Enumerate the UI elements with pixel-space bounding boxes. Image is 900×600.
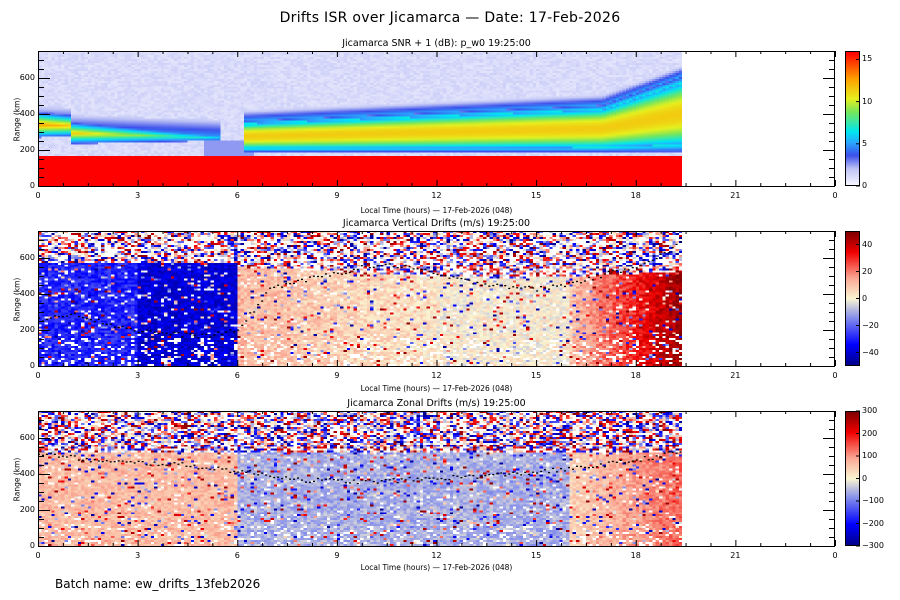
colorbar-tick-label: 10 bbox=[862, 96, 873, 106]
x-tick-label: 0 bbox=[35, 191, 41, 200]
x-tick-label: 0 bbox=[35, 371, 41, 380]
colorbar-tick-label: 100 bbox=[862, 451, 878, 460]
x-tick-label: 0 bbox=[832, 371, 838, 380]
x-tick-label: 6 bbox=[234, 551, 240, 560]
zonal-colorbar bbox=[845, 411, 860, 546]
y-tick-label: 200 bbox=[19, 505, 35, 514]
x-tick-label: 18 bbox=[630, 371, 641, 380]
x-tick-label: 12 bbox=[431, 371, 442, 380]
colorbar-tick-label: 20 bbox=[862, 266, 873, 276]
x-tick-label: 9 bbox=[334, 371, 340, 380]
colorbar-tick-label: −40 bbox=[862, 347, 879, 357]
x-tick-label: 3 bbox=[135, 551, 141, 560]
x-tick-label: 9 bbox=[334, 191, 340, 200]
vertical-panel-title: Jicamarca Vertical Drifts (m/s) 19:25:00 bbox=[342, 218, 531, 229]
vertical-plot-frame bbox=[38, 231, 835, 367]
snr-heatmap bbox=[38, 51, 835, 186]
main-title: Drifts ISR over Jicamarca — Date: 17-Feb… bbox=[279, 10, 621, 26]
colorbar-tick-label: 0 bbox=[862, 293, 868, 303]
x-tick-label: 0 bbox=[832, 551, 838, 560]
y-tick-label: 600 bbox=[19, 73, 35, 82]
colorbar-tick-label: 0 bbox=[862, 181, 868, 190]
y-tick-label: 400 bbox=[19, 109, 35, 118]
x-tick-label: 21 bbox=[730, 371, 741, 380]
snr-xlabel: Local Time (hours) — 17-Feb-2026 (048) bbox=[360, 206, 513, 215]
x-tick-label: 0 bbox=[35, 551, 41, 560]
colorbar-tick-label: −100 bbox=[862, 496, 884, 505]
x-tick-label: 18 bbox=[630, 551, 641, 560]
y-tick-label: 200 bbox=[19, 325, 35, 334]
x-tick-label: 12 bbox=[431, 551, 442, 560]
x-tick-label: 12 bbox=[431, 191, 442, 200]
y-tick-label: 0 bbox=[29, 181, 35, 190]
y-tick-label: 600 bbox=[19, 253, 35, 262]
colorbar-tick-label: −20 bbox=[862, 320, 879, 330]
colorbar-tick-label: 5 bbox=[862, 138, 868, 148]
x-tick-label: 15 bbox=[531, 371, 542, 380]
y-tick-label: 0 bbox=[29, 361, 35, 370]
vertical-colorbar bbox=[845, 231, 860, 366]
x-tick-label: 0 bbox=[832, 191, 838, 200]
colorbar-tick-label: 300 bbox=[862, 406, 878, 415]
y-tick-label: 400 bbox=[19, 469, 35, 478]
y-tick-label: 400 bbox=[19, 289, 35, 298]
batch-name: Batch name: ew_drifts_13feb2026 bbox=[55, 577, 261, 591]
vertical-xlabel: Local Time (hours) — 17-Feb-2026 (048) bbox=[360, 384, 513, 393]
x-tick-label: 21 bbox=[730, 191, 741, 200]
x-tick-label: 6 bbox=[234, 371, 240, 380]
zonal-plot-frame bbox=[38, 411, 835, 547]
x-tick-label: 15 bbox=[531, 191, 542, 200]
colorbar-tick-label: 200 bbox=[862, 428, 878, 438]
y-tick-label: 200 bbox=[19, 145, 35, 154]
x-tick-label: 9 bbox=[334, 551, 340, 560]
x-tick-label: 15 bbox=[531, 551, 542, 560]
vertical-heatmap bbox=[38, 231, 835, 366]
colorbar-tick-label: 0 bbox=[862, 473, 868, 483]
x-tick-label: 6 bbox=[234, 191, 240, 200]
x-tick-label: 21 bbox=[730, 551, 741, 560]
colorbar-tick-label: −200 bbox=[862, 518, 884, 528]
y-tick-label: 600 bbox=[19, 433, 35, 442]
snr-plot-frame bbox=[38, 51, 835, 187]
colorbar-tick-label: −300 bbox=[862, 541, 884, 550]
y-tick-label: 0 bbox=[29, 541, 35, 550]
zonal-panel-title: Jicamarca Zonal Drifts (m/s) 19:25:00 bbox=[347, 398, 526, 409]
colorbar-tick-label: 15 bbox=[862, 54, 873, 64]
x-tick-label: 3 bbox=[135, 191, 141, 200]
colorbar-tick-label: 40 bbox=[862, 239, 873, 249]
x-tick-label: 3 bbox=[135, 371, 141, 380]
x-tick-label: 18 bbox=[630, 191, 641, 200]
snr-panel-title: Jicamarca SNR + 1 (dB): p_w0 19:25:00 bbox=[342, 38, 531, 49]
zonal-xlabel: Local Time (hours) — 17-Feb-2026 (048) bbox=[360, 563, 513, 572]
snr-colorbar bbox=[845, 51, 860, 186]
